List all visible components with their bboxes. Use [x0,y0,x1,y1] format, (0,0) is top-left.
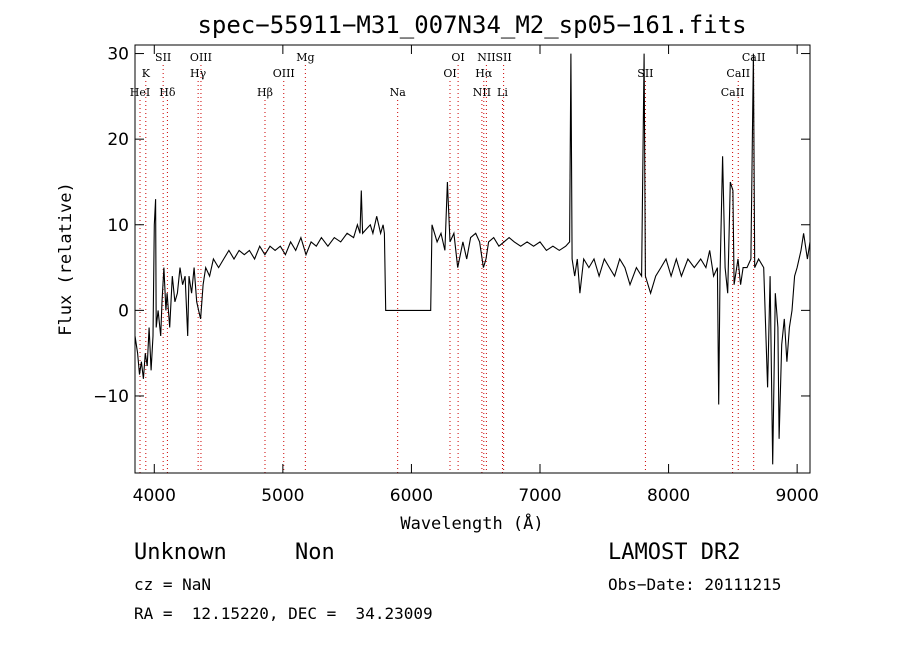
spectral-line-label: CaII [726,67,750,80]
survey-name: LAMOST DR2 [608,540,741,565]
observation-date: Obs−Date: 20111215 [608,575,782,594]
spectral-line-markers [139,65,755,473]
spectral-line-label: SII [155,51,171,64]
spectral-line-label: Hβ [257,86,273,99]
y-tick-label: 20 [107,130,129,150]
spectral-line-label: SII [637,67,653,80]
spectral-line-label: Hα [475,67,493,80]
redshift-cz: cz = NaN [134,575,212,594]
spectral-line-label: OI [443,67,456,80]
spectral-line-label: OI [451,51,464,64]
y-tick-label: 0 [118,301,129,321]
y-axis-label: Flux (relative) [56,182,76,336]
coordinates: RA = 12.15220, DEC = 34.23009 [134,604,433,623]
y-tick-label: 30 [107,45,129,65]
y-tick-label: 10 [107,216,129,236]
spectral-line-label: Hδ [159,86,176,99]
y-axis-ticks: 30 20 10 0 −10 [93,45,810,407]
spectral-line-label: HeI [130,86,150,99]
x-tick-label: 5000 [261,486,304,506]
x-axis-ticks: 4000 5000 6000 7000 8000 9000 [133,45,819,506]
x-tick-label: 9000 [776,486,819,506]
x-tick-label: 4000 [133,486,176,506]
spectral-line-labels: HeIKSIIHδOIIIHγHβOIIIMgNaOIOINIINIIHαSII… [130,51,766,99]
plot-frame [134,44,811,474]
spectral-line-label: Li [497,86,508,99]
spectrum-series-line [134,53,811,465]
spectral-line-label: NII [473,86,491,99]
x-tick-label: 7000 [518,486,561,506]
spectral-line-label: OIII [190,51,212,64]
object-class: Unknown [134,540,227,565]
spectral-line-label: NII [477,51,495,64]
spectral-line-label: OIII [273,67,295,80]
x-axis-label: Wavelength (Å) [400,512,543,534]
spectral-line-label: Mg [296,51,314,64]
spectral-line-label: K [142,67,151,80]
chart-title: spec−55911−M31_007N34_M2_sp05−161.fits [197,11,746,39]
y-tick-label: −10 [93,387,129,407]
spectral-line-label: Hγ [190,67,207,80]
x-tick-label: 6000 [390,486,433,506]
spectral-line-label: SII [495,51,511,64]
x-tick-label: 8000 [647,486,690,506]
spectral-line-label: Na [390,86,407,99]
spectral-line-label: CaII [721,86,745,99]
object-subclass: Non [295,540,335,565]
